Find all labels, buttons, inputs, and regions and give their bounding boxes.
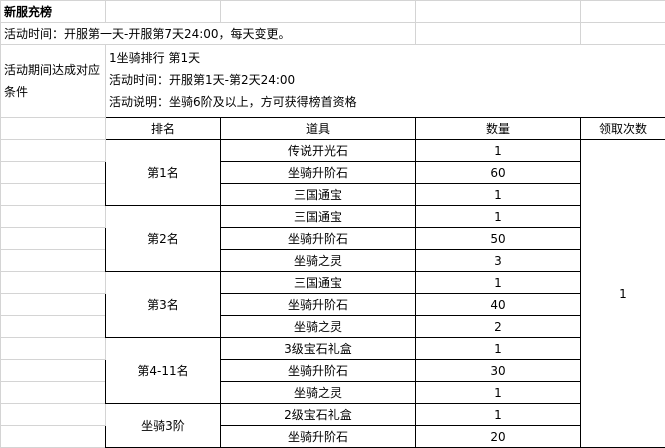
item-quantity-cell[interactable]: 1 <box>416 404 581 426</box>
rank-cell[interactable]: 第4-11名 <box>106 338 221 404</box>
item-name-cell[interactable]: 三国通宝 <box>221 206 416 228</box>
item-quantity-cell[interactable]: 1 <box>416 382 581 404</box>
item-quantity-cell[interactable]: 40 <box>416 294 581 316</box>
rank-cell[interactable]: 第3名 <box>106 272 221 338</box>
header-quantity[interactable]: 数量 <box>416 118 581 140</box>
empty-cell[interactable] <box>106 1 221 23</box>
empty-cell[interactable] <box>1 228 106 250</box>
item-name-cell[interactable]: 坐骑升阶石 <box>221 294 416 316</box>
empty-cell[interactable] <box>581 23 665 45</box>
condition-label-cell[interactable]: 活动期间达成对应条件 <box>1 45 106 118</box>
item-quantity-cell[interactable]: 2 <box>416 316 581 338</box>
header-rank[interactable]: 排名 <box>106 118 221 140</box>
empty-cell[interactable] <box>1 360 106 382</box>
item-quantity-cell[interactable]: 1 <box>416 140 581 162</box>
item-name-cell[interactable]: 坐骑之灵 <box>221 250 416 272</box>
item-quantity-cell[interactable]: 30 <box>416 360 581 382</box>
empty-cell[interactable] <box>1 272 106 294</box>
item-name-cell[interactable]: 坐骑升阶石 <box>221 162 416 184</box>
item-quantity-cell[interactable]: 1 <box>416 338 581 360</box>
empty-cell[interactable] <box>1 206 106 228</box>
activity-time-cell[interactable]: 活动时间：开服第一天-开服第7天24:00，每天变更。 <box>1 23 416 45</box>
empty-cell[interactable] <box>1 162 106 184</box>
rank-cell[interactable]: 第2名 <box>106 206 221 272</box>
item-quantity-cell[interactable]: 50 <box>416 228 581 250</box>
empty-cell[interactable] <box>416 1 581 23</box>
item-name-cell[interactable]: 三国通宝 <box>221 272 416 294</box>
item-quantity-cell[interactable]: 3 <box>416 250 581 272</box>
item-name-cell[interactable]: 2级宝石礼盒 <box>221 404 416 426</box>
item-quantity-cell[interactable]: 1 <box>416 272 581 294</box>
item-quantity-cell[interactable]: 1 <box>416 184 581 206</box>
item-quantity-cell[interactable]: 60 <box>416 162 581 184</box>
item-quantity-cell[interactable]: 20 <box>416 426 581 448</box>
empty-cell[interactable] <box>1 316 106 338</box>
item-name-cell[interactable]: 坐骑之灵 <box>221 316 416 338</box>
section-time: 活动时间：开服第1天-第2天24:00 <box>109 70 662 92</box>
item-name-cell[interactable]: 坐骑升阶石 <box>221 228 416 250</box>
item-quantity-cell[interactable]: 1 <box>416 206 581 228</box>
item-name-cell[interactable]: 坐骑升阶石 <box>221 426 416 448</box>
rank-cell[interactable]: 第1名 <box>106 140 221 206</box>
empty-cell[interactable] <box>416 23 581 45</box>
empty-cell[interactable] <box>1 250 106 272</box>
claim-count-cell[interactable]: 1 <box>581 140 665 448</box>
header-claim-count[interactable]: 领取次数 <box>581 118 665 140</box>
empty-cell[interactable] <box>1 338 106 360</box>
empty-cell[interactable] <box>1 404 106 426</box>
section-info-cell[interactable]: 1坐骑排行 第1天 活动时间：开服第1天-第2天24:00 活动说明：坐骑6阶及… <box>106 45 665 118</box>
section-description: 活动说明：坐骑6阶及以上，方可获得榜首资格 <box>109 92 662 114</box>
empty-cell[interactable] <box>581 1 665 23</box>
empty-cell[interactable] <box>1 118 106 140</box>
empty-cell[interactable] <box>1 382 106 404</box>
rank-cell[interactable]: 坐骑3阶 <box>106 404 221 448</box>
section-heading: 1坐骑排行 第1天 <box>109 48 662 70</box>
sheet-title[interactable]: 新服充榜 <box>1 1 106 23</box>
header-item[interactable]: 道具 <box>221 118 416 140</box>
empty-cell[interactable] <box>1 140 106 162</box>
item-name-cell[interactable]: 坐骑之灵 <box>221 382 416 404</box>
empty-cell[interactable] <box>1 184 106 206</box>
item-name-cell[interactable]: 传说开光石 <box>221 140 416 162</box>
empty-cell[interactable] <box>221 1 416 23</box>
item-name-cell[interactable]: 坐骑升阶石 <box>221 360 416 382</box>
item-name-cell[interactable]: 3级宝石礼盒 <box>221 338 416 360</box>
empty-cell[interactable] <box>1 294 106 316</box>
item-name-cell[interactable]: 三国通宝 <box>221 184 416 206</box>
empty-cell[interactable] <box>1 426 106 448</box>
